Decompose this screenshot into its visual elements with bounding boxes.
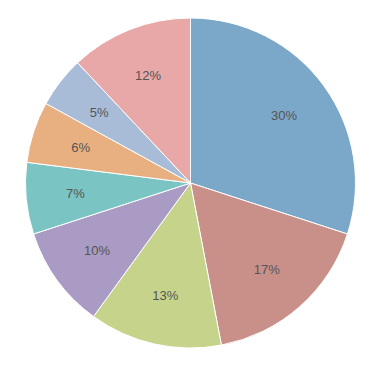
- svg-text:6%: 6%: [71, 140, 90, 155]
- svg-text:12%: 12%: [135, 68, 161, 83]
- svg-text:10%: 10%: [84, 243, 110, 258]
- svg-text:17%: 17%: [254, 262, 280, 277]
- svg-text:13%: 13%: [152, 288, 178, 303]
- svg-text:30%: 30%: [271, 108, 297, 123]
- svg-text:7%: 7%: [66, 186, 85, 201]
- svg-text:5%: 5%: [90, 105, 109, 120]
